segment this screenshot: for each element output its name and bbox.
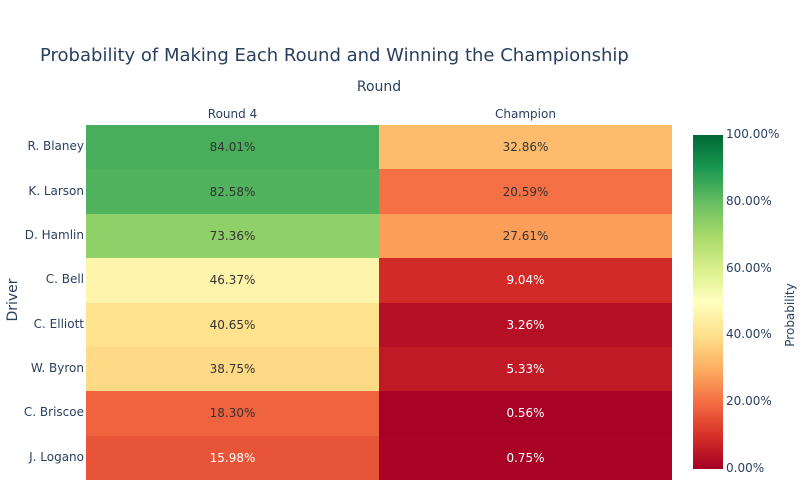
y-tick-label: J. Logano — [29, 449, 84, 464]
colorbar-tick-label: 40.00% — [726, 327, 772, 342]
heatmap-cell: 0.75% — [379, 435, 672, 480]
cell-label: 82.58% — [209, 184, 256, 199]
colorbar-title: Probability — [783, 283, 797, 347]
cell-label: 18.30% — [209, 406, 256, 421]
heatmap-cell: 38.75% — [86, 346, 379, 392]
x-tick-label: Round 4 — [207, 107, 258, 121]
cell-label: 15.98% — [209, 450, 256, 465]
heatmap-cell: 9.04% — [379, 258, 672, 303]
y-tick-label: C. Bell — [45, 272, 84, 287]
heatmap-cell: 0.56% — [379, 391, 672, 436]
heatmap-cell: 20.59% — [379, 169, 672, 214]
heatmap-cell: 46.37% — [86, 258, 379, 303]
cell-label: 9.04% — [506, 273, 545, 288]
colorbar-tick-label: 100.00% — [726, 127, 780, 141]
y-tick-label: C. Elliott — [33, 316, 84, 331]
y-axis-title: Driver — [5, 278, 21, 322]
cell-label: 27.61% — [502, 228, 549, 243]
colorbar-tick-label: 60.00% — [726, 260, 772, 275]
x-tick-label: Champion — [495, 107, 556, 121]
cell-label: 46.37% — [209, 273, 256, 288]
heatmap-cell: 3.26% — [379, 302, 672, 347]
heatmap-cell: 32.86% — [379, 125, 672, 170]
colorbar-tick-label: 20.00% — [726, 394, 772, 409]
cell-label: 3.26% — [506, 317, 545, 332]
cell-label: 40.65% — [209, 317, 256, 332]
y-tick-label: W. Byron — [30, 361, 84, 376]
cell-label: 32.86% — [502, 140, 549, 155]
cell-label: 0.75% — [506, 450, 545, 465]
heatmap-cell: 84.01% — [86, 125, 379, 170]
x-axis-title: Round — [356, 79, 402, 95]
y-tick-label: K. Larson — [28, 183, 84, 198]
y-tick-label: C. Briscoe — [23, 405, 84, 420]
heatmap-cell: 82.58% — [86, 169, 379, 214]
cell-label: 0.56% — [506, 406, 545, 421]
colorbar-tick-label: 0.00% — [726, 461, 765, 475]
cell-label: 84.01% — [209, 140, 256, 155]
heatmap-cell: 5.33% — [379, 346, 672, 392]
heatmap-cell: 73.36% — [86, 213, 379, 259]
heatmap-cell: 27.61% — [379, 213, 672, 259]
cell-label: 20.59% — [502, 184, 549, 199]
heatmap-cell: 18.30% — [86, 391, 379, 436]
heatmap-cell: 40.65% — [86, 302, 379, 347]
cell-label: 38.75% — [209, 362, 256, 377]
colorbar — [693, 135, 723, 469]
y-tick-label: D. Hamlin — [24, 227, 84, 242]
heatmap-cell: 15.98% — [86, 435, 379, 480]
colorbar-tick-label: 80.00% — [726, 193, 772, 208]
cell-label: 73.36% — [209, 228, 256, 243]
chart-title: Probability of Making Each Round and Win… — [40, 45, 629, 66]
y-tick-label: R. Blaney — [27, 139, 84, 154]
cell-label: 5.33% — [506, 362, 545, 377]
